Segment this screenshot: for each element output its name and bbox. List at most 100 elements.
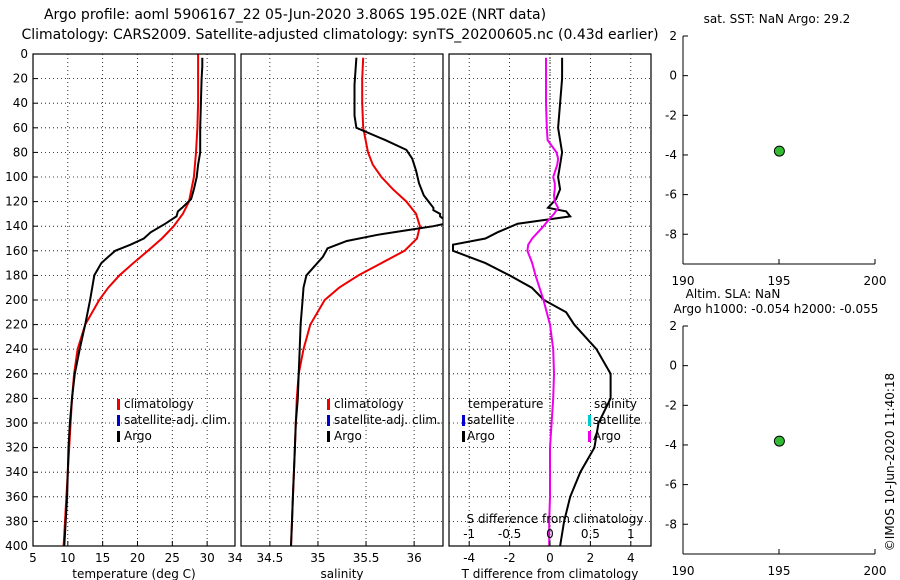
x-tick-label: 200 xyxy=(864,274,887,288)
y-tick-label: 380 xyxy=(5,514,28,528)
sla-map-panel: 2 0 -2 -4 -6 -8 190 195 200 xyxy=(665,319,886,578)
top-tick-label: 0.5 xyxy=(581,527,600,541)
y-tick-label: 220 xyxy=(5,318,28,332)
y-tick-label: -2 xyxy=(665,398,677,412)
x-tick-label: 195 xyxy=(768,564,791,578)
x-tick-label: 190 xyxy=(672,274,695,288)
x-tick-label: -4 xyxy=(463,551,475,565)
x-tick-label: 36 xyxy=(407,551,422,565)
legend-satellite-label: satellite-adj. clim. xyxy=(124,413,231,427)
y-tick-label: 180 xyxy=(5,268,28,282)
x-tick-label: 20 xyxy=(130,551,145,565)
legend-satellite-label: satellite-adj. clim. xyxy=(334,413,441,427)
x-tick-label: 200 xyxy=(864,564,887,578)
x-tick-label: 35.5 xyxy=(353,551,380,565)
legend-satellite-swatch xyxy=(117,415,120,426)
legend-satellite-swatch xyxy=(327,415,330,426)
y-tick-label: -4 xyxy=(665,438,677,452)
x-axis-label: temperature (deg C) xyxy=(72,567,195,580)
x-tick-label: 190 xyxy=(672,564,695,578)
top-tick-label: 1 xyxy=(627,527,635,541)
x-tick-label: 195 xyxy=(768,274,791,288)
series-line-argo-temperature-difference xyxy=(452,57,612,546)
x-tick-label: 10 xyxy=(60,551,75,565)
y-tick-label: 2 xyxy=(669,29,677,43)
plot-frame xyxy=(240,53,444,547)
legend-s-satellite-swatch xyxy=(588,415,591,426)
y-tick-label: 40 xyxy=(13,96,28,110)
x-tick-label: 0 xyxy=(546,551,554,565)
y-tick-label: 0 xyxy=(20,47,28,61)
y-tick-label: 80 xyxy=(13,145,28,159)
y-tick-label: 200 xyxy=(5,293,28,307)
x-tick-label: 30 xyxy=(199,551,214,565)
y-tick-label: 0 xyxy=(669,69,677,83)
sst-title: sat. SST: NaN Argo: 29.2 xyxy=(704,12,851,26)
y-tick-label: 20 xyxy=(13,72,28,86)
y-tick-label: -2 xyxy=(665,108,677,122)
legend-temperature: climatology satellite-adj. clim. Argo xyxy=(117,397,231,443)
x-tick-label: 5 xyxy=(29,551,37,565)
legend-salinity-heading: salinity xyxy=(594,397,637,411)
x-tick-label: 4 xyxy=(627,551,635,565)
legend-s-argo-swatch xyxy=(588,431,591,442)
x-tick-label: 25 xyxy=(165,551,180,565)
y-tick-label: -8 xyxy=(665,517,677,531)
top-axis-label: S difference from climatology xyxy=(467,512,644,526)
title-line-2: Climatology: CARS2009. Satellite-adjuste… xyxy=(21,27,658,43)
legend-t-satellite-label: satellite xyxy=(467,413,515,427)
top-tick-label: -1 xyxy=(463,527,475,541)
legend-argo-label: Argo xyxy=(124,429,152,443)
legend-climatology-label: climatology xyxy=(124,397,194,411)
y-tick-label: 0 xyxy=(669,359,677,373)
y-tick-label: 60 xyxy=(13,121,28,135)
y-tick-label: 2 xyxy=(669,319,677,333)
y-tick-label: 300 xyxy=(5,416,28,430)
y-tick-label: 260 xyxy=(5,367,28,381)
top-tick-label: -0.5 xyxy=(498,527,521,541)
series-line-climatology xyxy=(290,57,421,546)
x-tick-label: 35 xyxy=(310,551,325,565)
y-tick-label: 340 xyxy=(5,465,28,479)
series-line-argo xyxy=(63,57,204,546)
profile-location-marker xyxy=(773,435,785,447)
legend-temperature-heading: temperature xyxy=(468,397,543,411)
y-tick-label: -4 xyxy=(665,148,677,162)
legend-climatology-swatch xyxy=(327,399,330,410)
sst-map-panel: 2 0 -2 -4 -6 -8 190 195 200 xyxy=(665,29,886,288)
y-tick-label: -6 xyxy=(665,478,677,492)
legend-argo-label: Argo xyxy=(334,429,362,443)
top-tick-label: 0 xyxy=(546,527,554,541)
legend-t-argo-swatch xyxy=(462,431,465,442)
timestamp: ©IMOS 10-Jun-2020 11:40:18 xyxy=(883,373,897,551)
x-tick-label: 34.5 xyxy=(256,551,283,565)
legend-climatology-label: climatology xyxy=(334,397,404,411)
y-tick-label: 140 xyxy=(5,219,28,233)
legend-climatology-swatch xyxy=(117,399,120,410)
y-tick-label: 320 xyxy=(5,441,28,455)
y-tick-label: 400 xyxy=(5,539,28,553)
sla-title-line-2: Argo h1000: -0.054 h2000: -0.055 xyxy=(674,302,879,316)
y-tick-label: 120 xyxy=(5,195,28,209)
x-axis-label: T difference from climatology xyxy=(461,567,639,580)
y-tick-label: 160 xyxy=(5,244,28,258)
y-tick-label: -6 xyxy=(665,188,677,202)
profile-location-marker xyxy=(773,145,785,157)
x-tick-label: -2 xyxy=(504,551,516,565)
legend-t-argo-label: Argo xyxy=(467,429,495,443)
title-line-1: Argo profile: aoml 5906167_22 05-Jun-202… xyxy=(44,7,546,23)
legend-salinity: climatology satellite-adj. clim. Argo xyxy=(327,397,441,443)
legend-t-satellite-swatch xyxy=(462,415,465,426)
y-tick-label: -8 xyxy=(665,227,677,241)
y-tick-label: 360 xyxy=(5,490,28,504)
legend-s-argo-label: Argo xyxy=(593,429,621,443)
salinity-panel: 34.5 35 35.5 36 salinity xyxy=(240,53,444,580)
y-tick-label: 240 xyxy=(5,342,28,356)
series-line-argo-salinity-difference xyxy=(526,57,560,546)
sla-title-line-1: Altim. SLA: NaN xyxy=(686,287,781,301)
y-tick-label: 280 xyxy=(5,391,28,405)
legend-argo-swatch xyxy=(327,431,330,442)
x-tick-label: 2 xyxy=(587,551,595,565)
legend-argo-swatch xyxy=(117,431,120,442)
